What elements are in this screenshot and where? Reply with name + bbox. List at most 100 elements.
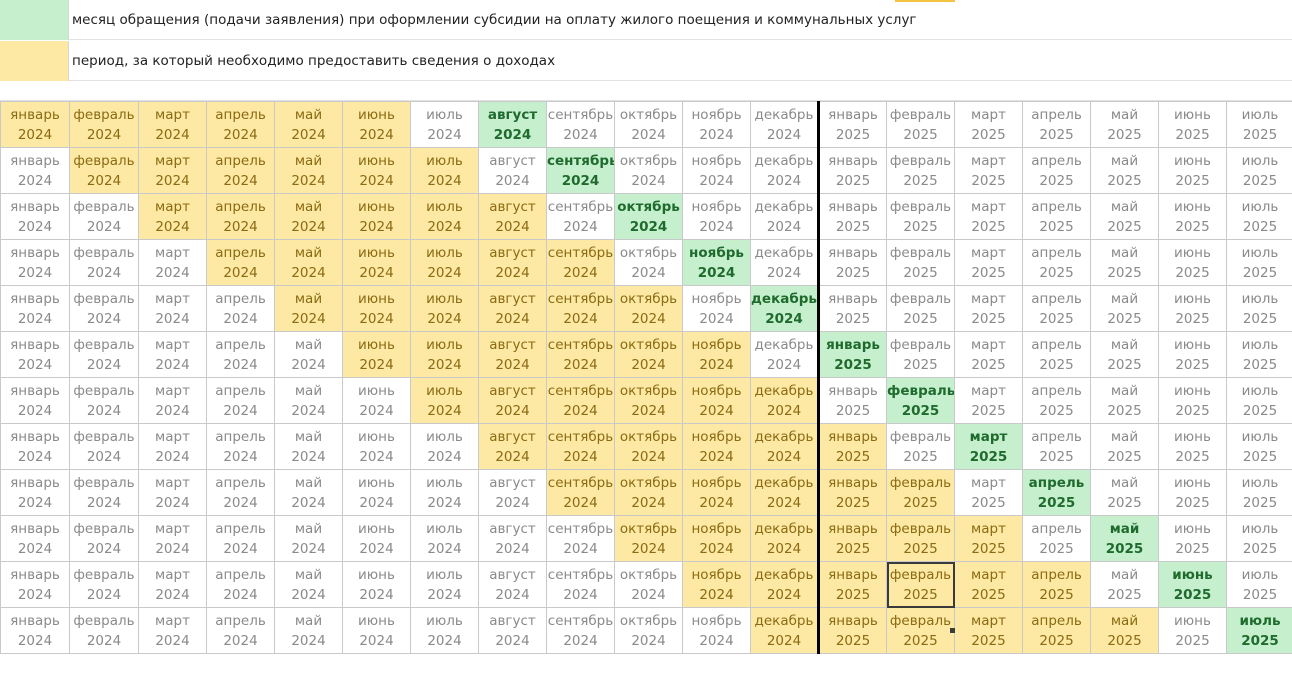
- grid-cell[interactable]: июль 2025: [1226, 515, 1292, 562]
- grid-cell[interactable]: февраль 2025: [886, 469, 955, 516]
- grid-cell[interactable]: февраль 2024: [69, 423, 139, 470]
- grid-cell[interactable]: январь 2025: [817, 377, 887, 424]
- grid-cell[interactable]: январь 2025: [817, 515, 887, 562]
- grid-cell[interactable]: сентябрь 2024: [546, 239, 615, 286]
- grid-cell[interactable]: октябрь 2024: [614, 377, 683, 424]
- grid-cell[interactable]: август 2024: [478, 377, 547, 424]
- grid-cell[interactable]: июль 2025: [1226, 377, 1292, 424]
- grid-cell[interactable]: декабрь 2024: [750, 147, 819, 194]
- grid-cell[interactable]: февраль 2024: [69, 331, 139, 378]
- grid-cell[interactable]: март 2025: [954, 101, 1023, 148]
- grid-cell[interactable]: март 2025: [954, 331, 1023, 378]
- grid-cell[interactable]: апрель 2025: [1022, 239, 1091, 286]
- grid-cell[interactable]: июнь 2025: [1158, 515, 1227, 562]
- grid-cell[interactable]: ноябрь 2024: [682, 285, 751, 332]
- grid-cell[interactable]: июнь 2025: [1158, 193, 1227, 240]
- grid-cell[interactable]: март 2025: [954, 469, 1023, 516]
- grid-cell[interactable]: октябрь 2024: [614, 423, 683, 470]
- grid-cell[interactable]: март 2025: [954, 377, 1023, 424]
- grid-cell[interactable]: май 2025: [1090, 377, 1159, 424]
- grid-cell[interactable]: май 2025: [1090, 331, 1159, 378]
- grid-cell[interactable]: сентябрь 2024: [546, 101, 615, 148]
- grid-cell[interactable]: апрель 2025: [1022, 423, 1091, 470]
- grid-cell[interactable]: апрель 2025: [1022, 147, 1091, 194]
- grid-cell[interactable]: февраль 2025: [886, 285, 955, 332]
- grid-cell[interactable]: май 2025: [1090, 515, 1159, 562]
- grid-cell[interactable]: апрель 2025: [1022, 561, 1091, 608]
- grid-cell[interactable]: апрель 2024: [206, 147, 275, 194]
- grid-cell[interactable]: август 2024: [478, 469, 547, 516]
- grid-cell[interactable]: май 2025: [1090, 285, 1159, 332]
- selection-fill-handle[interactable]: [950, 628, 955, 633]
- grid-cell[interactable]: ноябрь 2024: [682, 147, 751, 194]
- grid-cell[interactable]: январь 2024: [0, 515, 70, 562]
- grid-cell[interactable]: декабрь 2024: [750, 285, 819, 332]
- grid-cell[interactable]: март 2025: [954, 515, 1023, 562]
- grid-cell[interactable]: февраль 2025: [886, 239, 955, 286]
- grid-cell[interactable]: апрель 2024: [206, 561, 275, 608]
- grid-cell[interactable]: август 2024: [478, 239, 547, 286]
- grid-cell[interactable]: май 2025: [1090, 147, 1159, 194]
- grid-cell[interactable]: июль 2024: [410, 377, 479, 424]
- grid-cell[interactable]: апрель 2024: [206, 423, 275, 470]
- grid-cell[interactable]: январь 2024: [0, 285, 70, 332]
- grid-cell[interactable]: май 2024: [274, 285, 343, 332]
- grid-cell[interactable]: июль 2024: [410, 147, 479, 194]
- grid-cell[interactable]: май 2024: [274, 239, 343, 286]
- grid-cell[interactable]: декабрь 2024: [750, 561, 819, 608]
- grid-cell[interactable]: сентябрь 2024: [546, 377, 615, 424]
- grid-cell[interactable]: сентябрь 2024: [546, 285, 615, 332]
- grid-cell[interactable]: декабрь 2024: [750, 515, 819, 562]
- grid-cell[interactable]: март 2024: [138, 377, 207, 424]
- grid-cell[interactable]: ноябрь 2024: [682, 377, 751, 424]
- grid-cell[interactable]: март 2024: [138, 423, 207, 470]
- grid-cell[interactable]: август 2024: [478, 515, 547, 562]
- grid-cell[interactable]: июнь 2024: [342, 101, 411, 148]
- grid-cell[interactable]: ноябрь 2024: [682, 469, 751, 516]
- grid-cell[interactable]: март 2025: [954, 423, 1023, 470]
- grid-cell[interactable]: июль 2025: [1226, 147, 1292, 194]
- grid-cell[interactable]: июнь 2024: [342, 147, 411, 194]
- grid-cell[interactable]: июнь 2024: [342, 607, 411, 654]
- grid-cell[interactable]: ноябрь 2024: [682, 331, 751, 378]
- grid-cell[interactable]: май 2024: [274, 101, 343, 148]
- grid-cell[interactable]: июль 2024: [410, 515, 479, 562]
- grid-cell[interactable]: июнь 2024: [342, 285, 411, 332]
- grid-cell[interactable]: февраль 2024: [69, 607, 139, 654]
- grid-cell[interactable]: май 2024: [274, 561, 343, 608]
- grid-cell[interactable]: июль 2025: [1226, 101, 1292, 148]
- grid-cell[interactable]: апрель 2024: [206, 607, 275, 654]
- grid-cell[interactable]: май 2024: [274, 423, 343, 470]
- grid-cell[interactable]: март 2024: [138, 239, 207, 286]
- grid-cell[interactable]: январь 2025: [817, 423, 887, 470]
- grid-cell[interactable]: апрель 2024: [206, 377, 275, 424]
- grid-cell[interactable]: январь 2025: [817, 101, 887, 148]
- grid-cell[interactable]: июнь 2024: [342, 331, 411, 378]
- legend-row-apply-month[interactable]: месяц обращения (подачи заявления) при о…: [0, 0, 1292, 40]
- grid-cell[interactable]: июнь 2025: [1158, 285, 1227, 332]
- grid-cell[interactable]: март 2024: [138, 193, 207, 240]
- grid-cell[interactable]: октябрь 2024: [614, 101, 683, 148]
- grid-cell[interactable]: январь 2024: [0, 101, 70, 148]
- grid-cell[interactable]: июль 2025: [1226, 423, 1292, 470]
- grid-cell[interactable]: май 2025: [1090, 607, 1159, 654]
- grid-cell[interactable]: январь 2025: [817, 331, 887, 378]
- grid-cell[interactable]: июль 2024: [410, 423, 479, 470]
- grid-cell[interactable]: август 2024: [478, 607, 547, 654]
- grid-cell[interactable]: сентябрь 2024: [546, 423, 615, 470]
- grid-cell[interactable]: ноябрь 2024: [682, 101, 751, 148]
- grid-cell[interactable]: апрель 2024: [206, 193, 275, 240]
- grid-cell[interactable]: март 2025: [954, 607, 1023, 654]
- grid-cell[interactable]: июль 2024: [410, 239, 479, 286]
- grid-cell[interactable]: октябрь 2024: [614, 147, 683, 194]
- grid-cell[interactable]: январь 2025: [817, 193, 887, 240]
- grid-cell[interactable]: январь 2025: [817, 469, 887, 516]
- grid-cell[interactable]: март 2025: [954, 193, 1023, 240]
- grid-cell[interactable]: ноябрь 2024: [682, 607, 751, 654]
- grid-cell[interactable]: апрель 2025: [1022, 101, 1091, 148]
- grid-cell[interactable]: январь 2024: [0, 607, 70, 654]
- grid-cell[interactable]: февраль 2024: [69, 147, 139, 194]
- grid-cell[interactable]: май 2024: [274, 193, 343, 240]
- grid-cell[interactable]: февраль 2025: [886, 101, 955, 148]
- grid-cell[interactable]: июнь 2024: [342, 377, 411, 424]
